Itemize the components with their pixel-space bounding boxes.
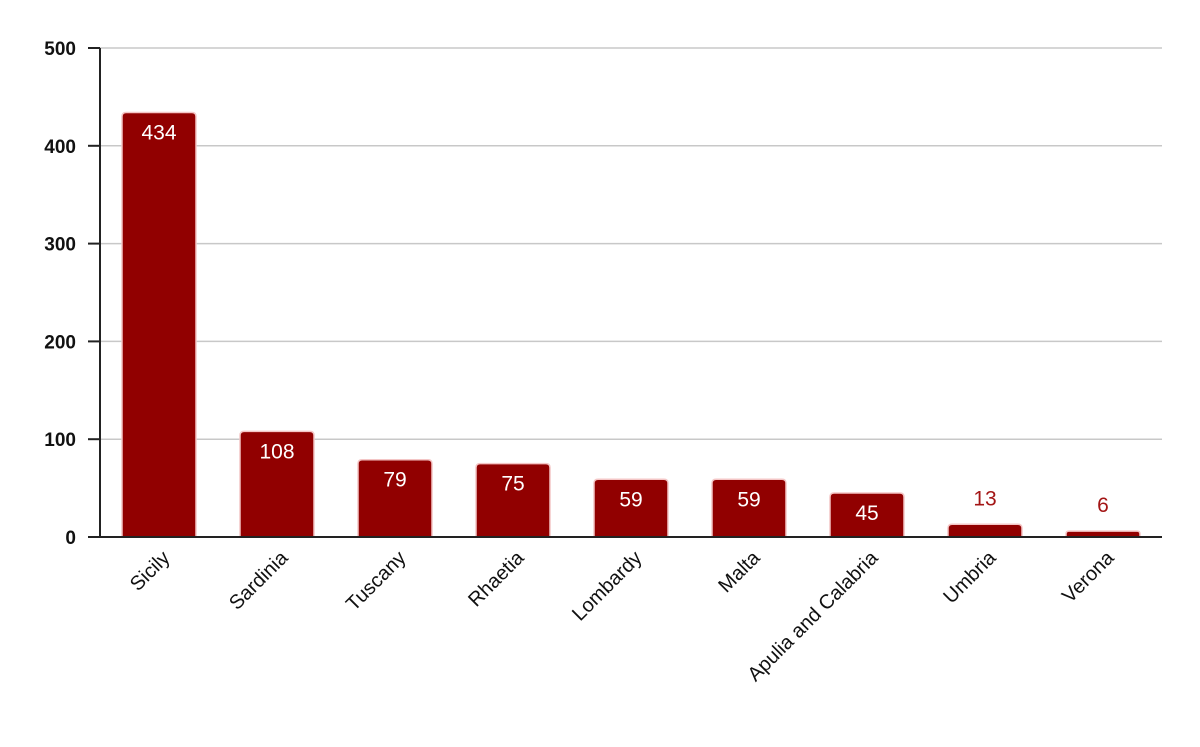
data-label: 434 [141, 122, 176, 145]
bar [1065, 530, 1141, 538]
y-tick-label: 0 [65, 528, 76, 549]
x-tick-label: Lombardy [568, 547, 646, 625]
x-tick-label: Sicily [126, 547, 175, 596]
x-tick-label: Rhaetia [464, 546, 529, 611]
y-tick-label: 300 [44, 235, 76, 256]
bar [947, 523, 1023, 538]
x-tick-label: Umbria [939, 546, 1001, 608]
data-label: 13 [973, 487, 996, 510]
data-label: 45 [855, 502, 878, 525]
y-tick-label: 500 [44, 39, 76, 60]
bar [121, 111, 197, 538]
data-label: 79 [383, 469, 406, 492]
data-label: 59 [619, 488, 642, 511]
x-tick-label: Verona [1058, 546, 1119, 607]
y-tick-label: 200 [44, 332, 76, 353]
data-label: 59 [737, 488, 760, 511]
x-tick-label: Tuscany [342, 547, 410, 615]
bar [711, 478, 787, 538]
data-label: 6 [1097, 494, 1109, 517]
bar [475, 462, 551, 538]
bar [829, 492, 905, 538]
x-tick-label: Sardinia [225, 546, 293, 614]
bar [239, 430, 315, 538]
data-label: 75 [501, 473, 524, 496]
y-tick-label: 400 [44, 137, 76, 158]
bar [357, 458, 433, 538]
data-label: 108 [259, 440, 294, 463]
x-tick-label: Apulia and Calabria [744, 546, 884, 686]
y-tick-label: 100 [44, 430, 76, 451]
x-tick-label: Malta [714, 546, 765, 597]
bar [593, 478, 669, 538]
